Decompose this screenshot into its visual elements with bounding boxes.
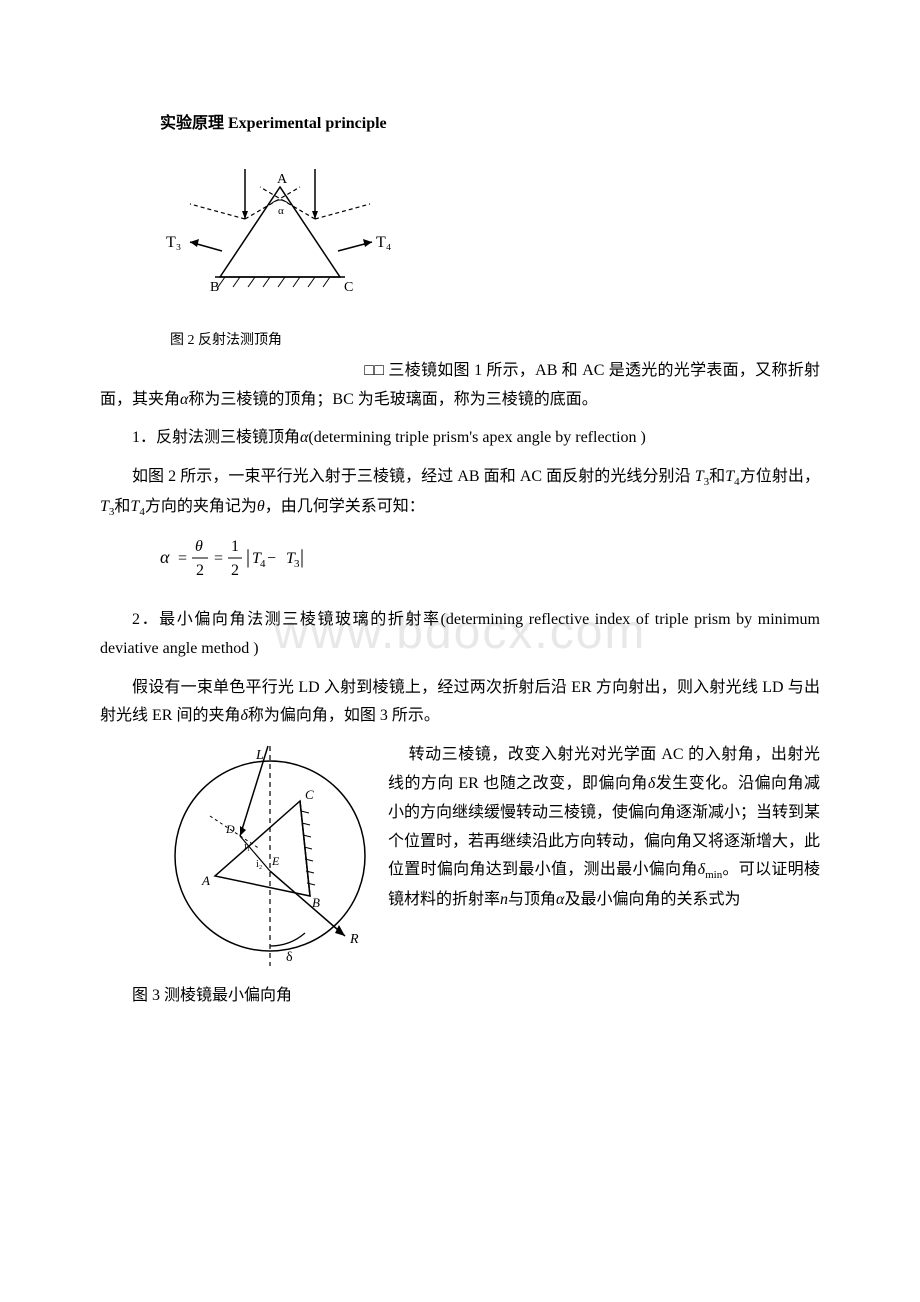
formula-svg: α = θ 2 = 1 2 | T 4 − T 3 | bbox=[160, 533, 340, 583]
svg-text:B: B bbox=[210, 280, 219, 295]
item1-tail: (determining triple prism's apex angle b… bbox=[308, 429, 645, 446]
para3-p2: 称为偏向角，如图 3 所示。 bbox=[248, 707, 440, 724]
para1-tail: 称为三棱镜的顶角；BC 为毛玻璃面，称为三棱镜的底面。 bbox=[188, 391, 597, 408]
item1-lead: 1．反射法测三棱镜顶角 bbox=[132, 429, 300, 446]
figure-2-svg: A α B C T₃ T₄ bbox=[160, 159, 400, 309]
svg-text:δ: δ bbox=[286, 950, 293, 965]
figure-2-caption: 图 2 反射法测顶角 bbox=[170, 328, 820, 353]
and2: 和 bbox=[114, 498, 130, 515]
paragraph-3: 假设有一束单色平行光 LD 入射到棱镜上，经过两次折射后沿 ER 方向射出，则入… bbox=[100, 674, 820, 732]
section-title: 实验原理 Experimental principle bbox=[160, 110, 820, 139]
para3-p1: 假设有一束单色平行光 LD 入射到棱镜上，经过两次折射后沿 ER 方向射出，则入… bbox=[100, 679, 820, 725]
svg-text:=: = bbox=[178, 550, 187, 567]
para2-p3: 方向的夹角记为 bbox=[145, 498, 257, 515]
svg-text:C: C bbox=[344, 280, 353, 295]
and1: 和 bbox=[709, 468, 725, 485]
paragraph-intro: □□ 三棱镜如图 1 所示，AB 和 AC 是透光的光学表面，又称折射面，其夹角… bbox=[100, 357, 820, 415]
svg-text:=: = bbox=[214, 550, 223, 567]
delta-symbol: δ bbox=[240, 707, 247, 724]
svg-text:D: D bbox=[225, 822, 235, 836]
formula-alpha: α = θ 2 = 1 2 | T 4 − T 3 | bbox=[160, 533, 820, 594]
para4-p4: 与顶角 bbox=[508, 891, 556, 908]
item-1: 1．反射法测三棱镜顶角α(determining triple prism's … bbox=[100, 424, 820, 453]
svg-text:L: L bbox=[255, 748, 264, 763]
figure-3-caption: 图 3 测棱镜最小偏向角 bbox=[100, 982, 820, 1011]
paragraph-reflection: 如图 2 所示，一束平行光入射于三棱镜，经过 AB 面和 AC 面反射的光线分别… bbox=[100, 463, 820, 523]
para4-minsub: min bbox=[705, 870, 722, 882]
svg-text:2: 2 bbox=[196, 562, 204, 579]
svg-text:−: − bbox=[267, 550, 276, 567]
figure-2-container: A α B C T₃ T₄ bbox=[160, 159, 820, 320]
para2-p2: 方位射出， bbox=[740, 468, 820, 485]
para2-p1: 如图 2 所示，一束平行光入射于三棱镜，经过 AB 面和 AC 面反射的光线分别… bbox=[132, 468, 691, 485]
t4b-symbol: T bbox=[130, 498, 139, 515]
svg-text:α: α bbox=[278, 205, 284, 217]
svg-text:θ: θ bbox=[195, 538, 203, 555]
svg-text:E: E bbox=[271, 854, 280, 868]
page-content: 实验原理 Experimental principle bbox=[100, 110, 820, 1011]
svg-text:A: A bbox=[277, 172, 288, 187]
para4-n: n bbox=[500, 891, 508, 908]
item-2: 2．最小偏向角法测三棱镜玻璃的折射率(determining reflectiv… bbox=[100, 606, 820, 664]
svg-text:4: 4 bbox=[260, 558, 266, 570]
svg-text:C: C bbox=[305, 787, 314, 802]
svg-text:i₂: i₂ bbox=[256, 859, 262, 870]
para2-p4: ，由几何学关系可知： bbox=[265, 498, 425, 515]
para4-dmin: δ bbox=[698, 861, 705, 878]
figure-3-block: L C A B D E R δ i₁ i₂ 转动三棱镜，改变入射光对光学面 AC… bbox=[100, 741, 820, 982]
svg-text:i₁: i₁ bbox=[244, 841, 250, 852]
svg-text:|: | bbox=[300, 546, 304, 568]
svg-text:R: R bbox=[349, 932, 359, 947]
svg-text:T₃: T₃ bbox=[166, 234, 181, 251]
svg-text:α: α bbox=[160, 547, 170, 567]
t3-symbol: T bbox=[695, 468, 704, 485]
svg-text:1: 1 bbox=[231, 538, 239, 555]
svg-text:|: | bbox=[246, 546, 250, 568]
figure-3-svg: L C A B D E R δ i₁ i₂ bbox=[160, 741, 380, 971]
theta-symbol: θ bbox=[257, 498, 265, 515]
t3b-symbol: T bbox=[100, 498, 109, 515]
para4-p5: 及最小偏向角的关系式为 bbox=[564, 891, 740, 908]
t4-symbol: T bbox=[725, 468, 734, 485]
svg-text:B: B bbox=[312, 895, 320, 910]
svg-text:T₄: T₄ bbox=[376, 234, 392, 251]
svg-text:A: A bbox=[201, 873, 210, 888]
svg-text:2: 2 bbox=[231, 562, 239, 579]
